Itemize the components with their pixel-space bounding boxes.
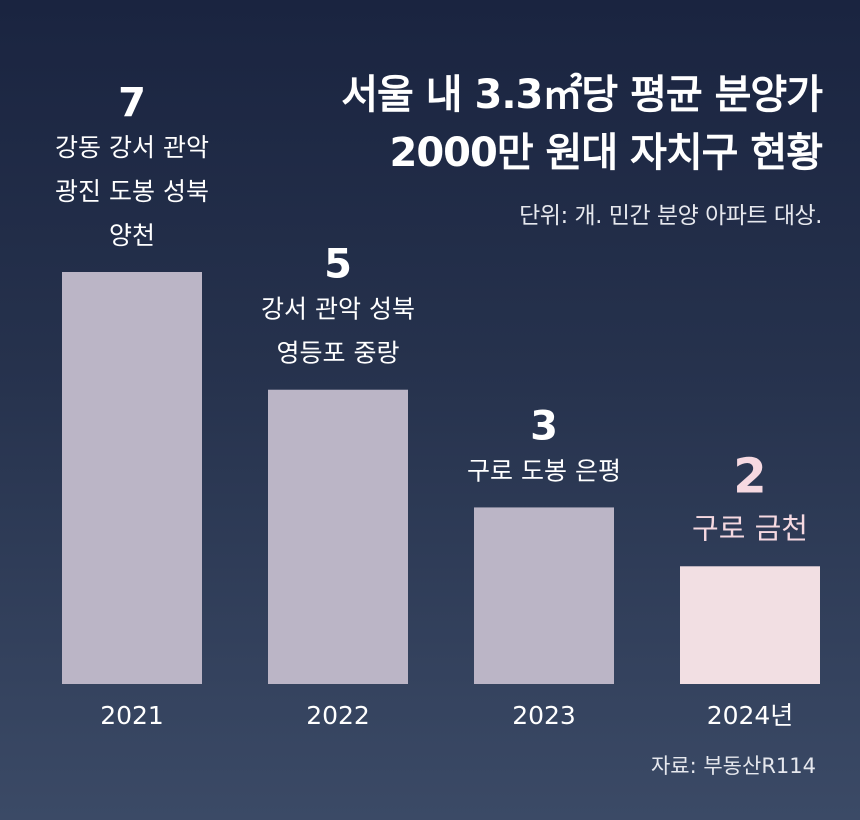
bar-value-label-3: 2 <box>733 448 766 504</box>
chart-title: 서울 내 3.3㎡당 평균 분양가 2000만 원대 자치구 현황 <box>341 66 823 182</box>
source-note: 자료: 부동산R114 <box>650 754 816 778</box>
bar-district-label-3-0: 구로 금천 <box>692 511 808 545</box>
bar-district-label-0-2: 양천 <box>109 221 155 250</box>
bar-district-label-1-1: 영등포 중랑 <box>277 339 400 368</box>
bar-district-label-0-1: 광진 도봉 성북 <box>55 177 209 206</box>
bar-district-label-2-0: 구로 도봉 은평 <box>467 456 621 485</box>
x-tick-label-0: 2021 <box>100 701 164 730</box>
bar-value-label-0: 7 <box>118 80 146 126</box>
bar-1 <box>268 389 408 684</box>
bar-district-label-1-0: 강서 관악 성북 <box>261 295 415 324</box>
unit-note: 단위: 개. 민간 분양 아파트 대상. <box>519 203 822 229</box>
x-tick-label-3: 2024년 <box>707 701 794 730</box>
x-tick-label-1: 2022 <box>306 701 370 730</box>
bar-district-label-0-0: 강동 강서 관악 <box>55 133 209 162</box>
bar-0 <box>62 272 202 684</box>
bar-2 <box>474 507 614 684</box>
bar-value-label-1: 5 <box>324 242 352 288</box>
chart-title-line-2: 2000만 원대 자치구 현황 <box>389 130 823 176</box>
x-tick-label-2: 2023 <box>512 701 576 730</box>
chart-title-line-1: 서울 내 3.3㎡당 평균 분양가 <box>341 72 823 118</box>
bar-value-label-2: 3 <box>530 403 558 449</box>
bar-3 <box>680 566 820 684</box>
